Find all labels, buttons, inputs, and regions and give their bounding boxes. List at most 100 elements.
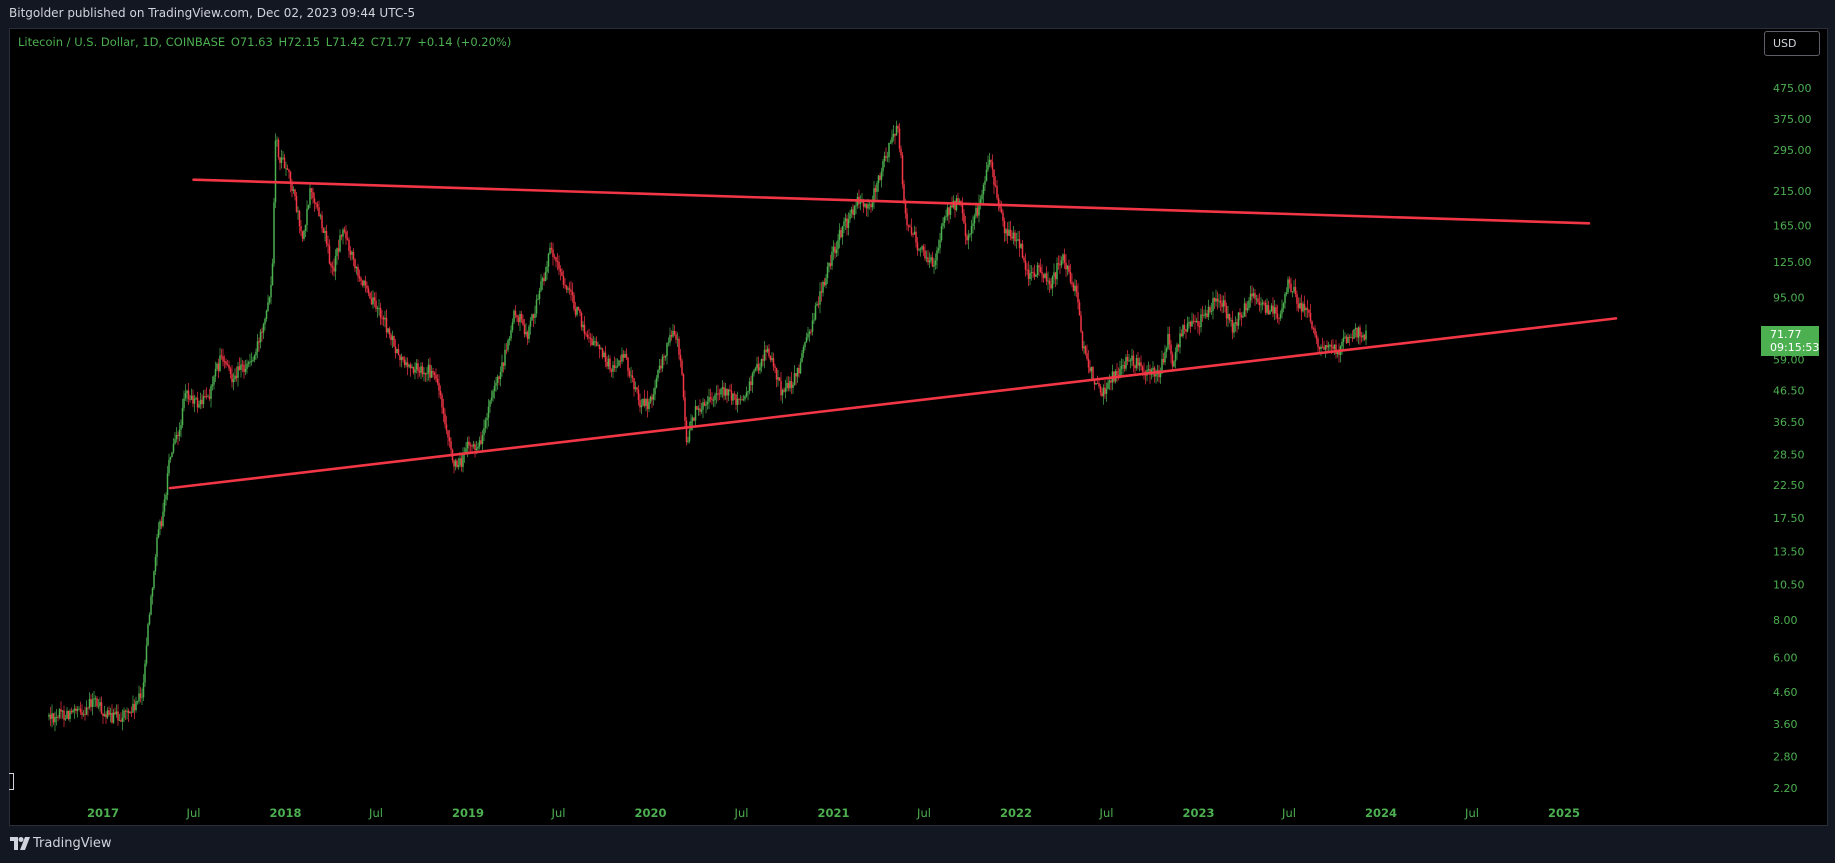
candle-body-up [339, 235, 341, 252]
price-axis-label: 46.50 [1773, 385, 1805, 398]
candle-body-up [1302, 303, 1304, 312]
candle-body-up [814, 305, 817, 320]
candle-body-up [78, 708, 80, 710]
candle-body-down [1194, 321, 1196, 323]
candle-body-up [763, 349, 766, 361]
candle-body-down [456, 460, 458, 467]
candle-body-up [607, 358, 610, 367]
candle-body-up [232, 379, 235, 383]
candle-body-down [291, 183, 293, 191]
candle-body-down [1185, 329, 1187, 332]
candle-body-up [873, 188, 875, 203]
candle-body-up [634, 387, 637, 390]
candle-body-down [370, 298, 373, 305]
symbol-title[interactable]: Litecoin / U.S. Dollar, 1D, COINBASE [18, 35, 226, 49]
candle-body-up [811, 320, 814, 332]
candle-body-down [1011, 236, 1013, 239]
candle-body-down [124, 710, 127, 712]
candle-body-up [51, 713, 53, 719]
candle-body-up [1227, 313, 1229, 319]
candle-body-down [1363, 335, 1366, 340]
symbol-legend: Litecoin / U.S. Dollar, 1D, COINBASE O71… [18, 35, 513, 49]
candle-body-up [1336, 351, 1339, 354]
candle-body-down [79, 708, 82, 713]
candle-body-up [799, 362, 802, 374]
candle-body-up [1015, 240, 1018, 242]
scroll-to-realtime-handle[interactable] [9, 773, 14, 790]
price-axis-label: 475.00 [1773, 82, 1812, 95]
candle-body-up [106, 710, 109, 718]
candle-body-down [543, 278, 545, 282]
candle-body-down [670, 334, 673, 337]
candle-body-up [172, 443, 175, 453]
price-chart[interactable]: 2.20 2.80 3.60 4.60 6.00 8.00 10.50 13.50 17.50 2… [0, 0, 1835, 827]
candles-layer [48, 120, 1367, 732]
candle-body-up [667, 342, 670, 344]
candle-body-down [1254, 293, 1256, 299]
candle-body-up [985, 169, 988, 181]
candle-body-up [97, 705, 100, 707]
candle-body-down [862, 201, 865, 207]
candle-body-up [274, 140, 277, 203]
candle-body-up [720, 388, 722, 395]
candle-body-up [387, 328, 389, 333]
candle-body-up [1215, 298, 1217, 302]
candle-body-down [1239, 312, 1241, 316]
candle-body-down [117, 711, 119, 721]
candle-body-down [127, 710, 130, 714]
candle-body-up [157, 529, 160, 538]
candle-body-up [259, 331, 262, 343]
candle-body-down [369, 292, 371, 299]
candle-body-down [693, 417, 695, 421]
candle-body-down [900, 148, 902, 156]
candle-body-up [766, 348, 769, 352]
candle-body-up [513, 310, 515, 323]
candle-body-down [220, 355, 223, 357]
candle-body-down [1081, 331, 1084, 349]
candle-body-down [360, 278, 362, 281]
candle-body-down [591, 338, 593, 346]
candle-body-down [108, 710, 110, 715]
candle-body-up [1350, 337, 1352, 339]
candle-body-down [1251, 293, 1253, 297]
candle-body-up [705, 404, 707, 406]
published-info: Bitgolder published on TradingView.com, … [9, 6, 416, 20]
candle-body-down [1300, 302, 1303, 312]
candle-body-down [699, 408, 701, 412]
candle-body-up [426, 373, 428, 375]
candle-body-up [1119, 368, 1121, 377]
candle-body-up [661, 356, 664, 369]
candle-body-down [1132, 355, 1135, 366]
candle-body-down [517, 317, 520, 323]
candle-body-down [865, 203, 868, 209]
candle-body-down [1101, 392, 1103, 397]
candle-body-down [682, 374, 685, 398]
candle-body-up [700, 409, 703, 412]
candle-body-up [1035, 275, 1037, 277]
candle-body-down [366, 285, 368, 289]
candle-body-up [918, 249, 920, 251]
candle-body-up [247, 362, 250, 364]
chart-pane[interactable] [9, 28, 1828, 826]
candle-body-up [807, 333, 809, 338]
candle-body-up [202, 395, 205, 405]
candle-body-down [897, 125, 899, 129]
candle-body-down [1092, 367, 1094, 381]
candle-body-up [975, 207, 977, 217]
candle-body-up [1051, 276, 1054, 289]
candle-body-down [1000, 208, 1003, 213]
candle-body-down [1189, 322, 1192, 327]
candle-body-down [1069, 271, 1072, 283]
candle-body-up [282, 157, 284, 159]
candle-body-up [630, 375, 632, 377]
time-axis-month-label: Jul [916, 806, 931, 820]
candle-body-down [57, 716, 59, 718]
candle-body-up [850, 209, 853, 214]
candle-body-up [159, 521, 161, 530]
candle-body-up [138, 693, 140, 702]
candle-body-down [1096, 382, 1099, 384]
candle-body-down [610, 369, 613, 372]
candle-body-up [612, 365, 614, 372]
candle-body-up [1047, 280, 1049, 282]
currency-button[interactable]: USD [1764, 31, 1820, 56]
